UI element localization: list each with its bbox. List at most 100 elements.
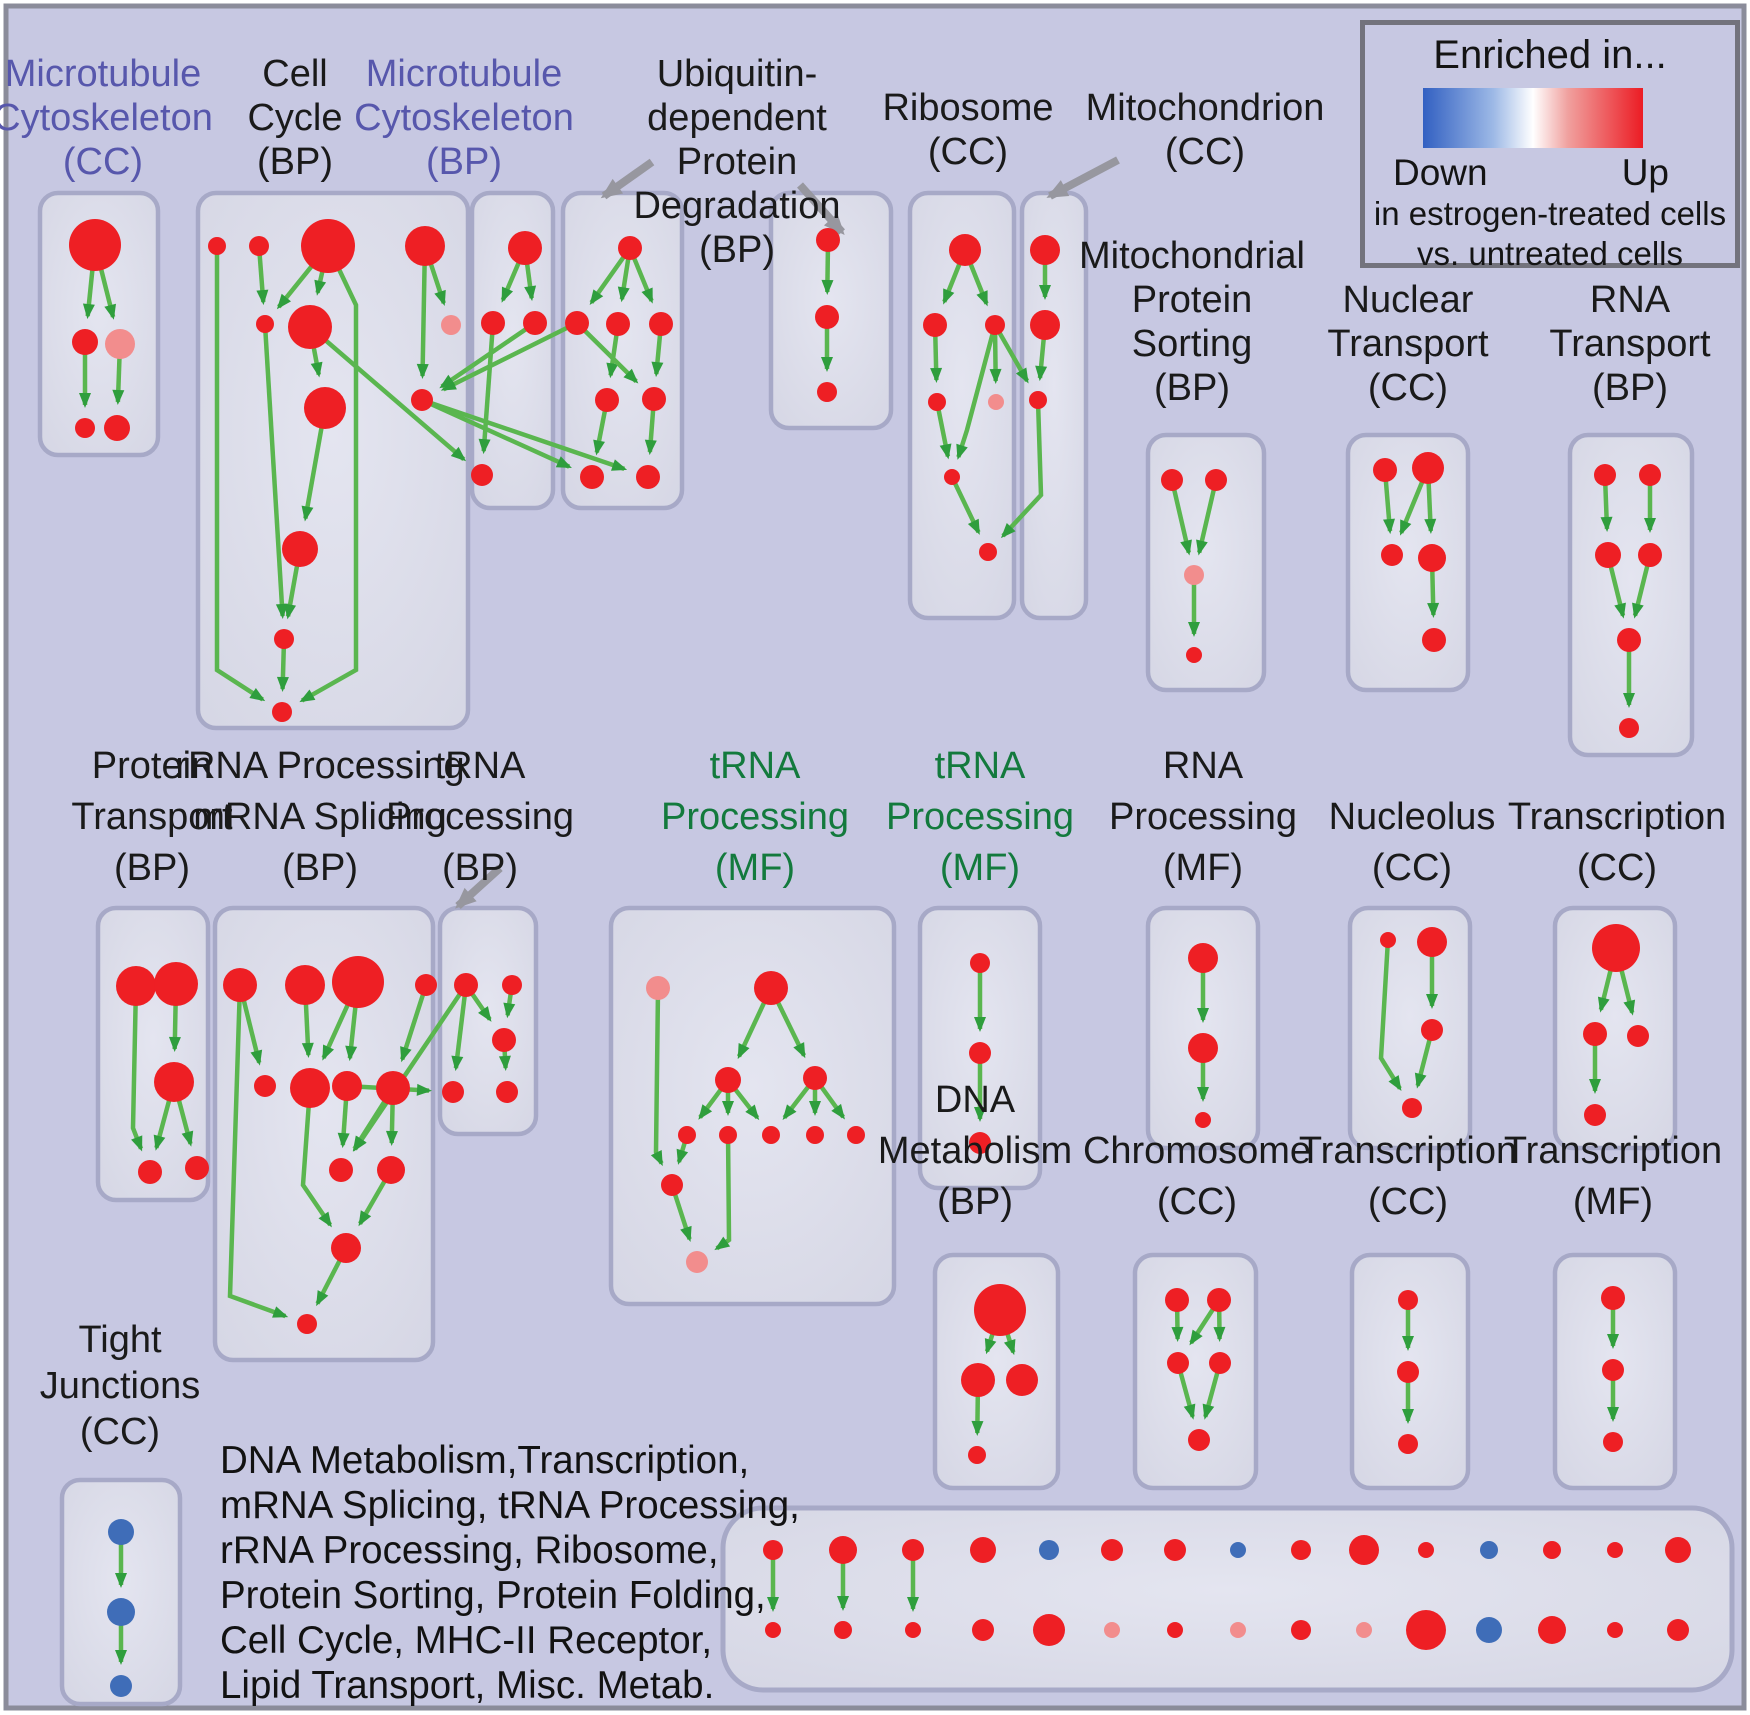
microtubule-cytoskeleton-cc-node-2[interactable]	[105, 329, 135, 359]
ubiquitin-degradation-bp-node-3[interactable]	[649, 312, 673, 336]
ribosome-cc-node-6[interactable]	[979, 543, 997, 561]
dna-metabolism-bp-node-2[interactable]	[1006, 1364, 1038, 1396]
trna-processing-bp-node-0[interactable]	[454, 973, 478, 997]
misc-node-bottom-1[interactable]	[834, 1621, 852, 1639]
trna-processing-mf-large-node-8[interactable]	[847, 1126, 865, 1144]
ubiquitin-degradation-bp-node-2[interactable]	[606, 312, 630, 336]
misc-node-top-12[interactable]	[1543, 1541, 1561, 1559]
dna-metabolism-bp-node-0[interactable]	[974, 1284, 1026, 1336]
cell-cycle-bp-node-3[interactable]	[405, 226, 445, 266]
misc-node-bottom-0[interactable]	[765, 1622, 781, 1638]
trna-processing-mf-small-node-0[interactable]	[970, 953, 990, 973]
tight-junctions-cc-node-1[interactable]	[107, 1598, 135, 1626]
rna-transport-bp-node-4[interactable]	[1617, 628, 1641, 652]
cell-cycle-bp-node-10[interactable]	[274, 629, 294, 649]
nucleolus-cc-node-3[interactable]	[1402, 1098, 1422, 1118]
misc-node-top-7[interactable]	[1230, 1542, 1246, 1558]
rrna-processing-mrna-splicing-bp-node-4[interactable]	[254, 1075, 276, 1097]
chromosome-cc-node-3[interactable]	[1209, 1352, 1231, 1374]
transcription-cc-mid-node-1[interactable]	[1583, 1022, 1607, 1046]
trna-processing-mf-large-node-2[interactable]	[715, 1067, 741, 1093]
ribosome-cc-node-2[interactable]	[985, 315, 1005, 335]
transcription-cc-mid-node-2[interactable]	[1627, 1025, 1649, 1047]
ubiquitin-degradation-bp-node-6[interactable]	[580, 465, 604, 489]
mitochondrion-cc-node-2[interactable]	[1029, 391, 1047, 409]
trna-processing-bp-node-1[interactable]	[502, 975, 522, 995]
misc-node-top-8[interactable]	[1291, 1540, 1311, 1560]
ribosome-cc-node-5[interactable]	[944, 469, 960, 485]
nuclear-transport-cc-node-4[interactable]	[1422, 628, 1446, 652]
misc-node-top-14[interactable]	[1665, 1537, 1691, 1563]
nuclear-transport-cc-node-2[interactable]	[1381, 544, 1403, 566]
ubiquitin-degradation-bp-node-4[interactable]	[595, 388, 619, 412]
rrna-processing-mrna-splicing-bp-node-9[interactable]	[377, 1156, 405, 1184]
rna-transport-bp-node-5[interactable]	[1619, 718, 1639, 738]
dna-metabolism-bp-node-3[interactable]	[968, 1446, 986, 1464]
protein-transport-bp-node-3[interactable]	[138, 1160, 162, 1184]
transcription-cc-low-node-2[interactable]	[1398, 1434, 1418, 1454]
misc-node-bottom-10[interactable]	[1406, 1610, 1446, 1650]
misc-node-bottom-2[interactable]	[905, 1622, 921, 1638]
mitochondrial-protein-sorting-bp-node-1[interactable]	[1205, 469, 1227, 491]
cell-cycle-bp-node-1[interactable]	[249, 236, 269, 256]
misc-node-bottom-3[interactable]	[972, 1619, 994, 1641]
misc-node-top-4[interactable]	[1039, 1540, 1059, 1560]
chromosome-cc-node-2[interactable]	[1167, 1352, 1189, 1374]
trna-processing-bp-node-2[interactable]	[492, 1028, 516, 1052]
trna-processing-mf-large-node-7[interactable]	[806, 1126, 824, 1144]
protein-transport-bp-node-2[interactable]	[154, 1062, 194, 1102]
ribosome-cc-node-3[interactable]	[928, 393, 946, 411]
cell-cycle-bp-node-0[interactable]	[208, 237, 226, 255]
mitochondrion-cc-node-1[interactable]	[1030, 310, 1060, 340]
ribosome-cc-node-4[interactable]	[988, 394, 1004, 410]
ribosome-cc-node-1[interactable]	[923, 313, 947, 337]
microtubule-cytoskeleton-cc-node-0[interactable]	[69, 219, 121, 271]
misc-node-top-11[interactable]	[1480, 1541, 1498, 1559]
rna-transport-bp-node-3[interactable]	[1638, 543, 1662, 567]
transcription-mf-node-1[interactable]	[1602, 1359, 1624, 1381]
cell-cycle-bp-node-2[interactable]	[301, 219, 355, 273]
microtubule-cytoskeleton-cc-node-1[interactable]	[72, 329, 98, 355]
misc-node-top-3[interactable]	[970, 1537, 996, 1563]
mitochondrial-protein-sorting-bp-node-2[interactable]	[1184, 565, 1204, 585]
chromosome-cc-node-4[interactable]	[1188, 1429, 1210, 1451]
rrna-processing-mrna-splicing-bp-node-5[interactable]	[290, 1068, 330, 1108]
rrna-processing-mrna-splicing-bp-node-7[interactable]	[376, 1071, 410, 1105]
misc-node-top-2[interactable]	[902, 1539, 924, 1561]
tight-junctions-cc-node-2[interactable]	[110, 1675, 132, 1697]
misc-node-top-0[interactable]	[763, 1540, 783, 1560]
misc-node-bottom-8[interactable]	[1291, 1620, 1311, 1640]
ubiquitin-degradation-bp-2-node-2[interactable]	[817, 382, 837, 402]
trna-processing-mf-small-node-2[interactable]	[969, 1132, 991, 1154]
rna-processing-mf-node-0[interactable]	[1188, 943, 1218, 973]
cell-cycle-bp-node-11[interactable]	[272, 702, 292, 722]
cell-cycle-bp-node-5[interactable]	[288, 305, 332, 349]
transcription-cc-low-node-0[interactable]	[1398, 1290, 1418, 1310]
misc-node-top-13[interactable]	[1607, 1542, 1623, 1558]
misc-node-bottom-11[interactable]	[1476, 1617, 1502, 1643]
trna-processing-mf-large-node-9[interactable]	[661, 1174, 683, 1196]
rrna-processing-mrna-splicing-bp-node-0[interactable]	[223, 968, 257, 1002]
nucleolus-cc-node-0[interactable]	[1380, 932, 1396, 948]
protein-transport-bp-node-4[interactable]	[185, 1156, 209, 1180]
transcription-mf-node-0[interactable]	[1601, 1286, 1625, 1310]
rrna-processing-mrna-splicing-bp-node-3[interactable]	[415, 974, 437, 996]
chromosome-cc-node-0[interactable]	[1165, 1288, 1189, 1312]
misc-node-bottom-7[interactable]	[1230, 1622, 1246, 1638]
rrna-processing-mrna-splicing-bp-node-2[interactable]	[332, 956, 384, 1008]
trna-processing-mf-small-node-1[interactable]	[969, 1042, 991, 1064]
protein-transport-bp-node-1[interactable]	[154, 962, 198, 1006]
misc-node-bottom-6[interactable]	[1167, 1622, 1183, 1638]
misc-node-bottom-9[interactable]	[1356, 1622, 1372, 1638]
ubiquitin-degradation-bp-node-5[interactable]	[642, 387, 666, 411]
microtubule-cytoskeleton-cc-node-4[interactable]	[104, 415, 130, 441]
dna-metabolism-bp-node-1[interactable]	[961, 1363, 995, 1397]
rna-transport-bp-node-2[interactable]	[1595, 542, 1621, 568]
cell-cycle-bp-node-8[interactable]	[304, 387, 346, 429]
microtubule-cytoskeleton-bp-node-0[interactable]	[508, 231, 542, 265]
transcription-cc-low-node-1[interactable]	[1397, 1361, 1419, 1383]
microtubule-cytoskeleton-cc-node-3[interactable]	[75, 418, 95, 438]
trna-processing-mf-large-node-1[interactable]	[754, 971, 788, 1005]
trna-processing-mf-large-node-6[interactable]	[762, 1126, 780, 1144]
rrna-processing-mrna-splicing-bp-node-8[interactable]	[329, 1158, 353, 1182]
